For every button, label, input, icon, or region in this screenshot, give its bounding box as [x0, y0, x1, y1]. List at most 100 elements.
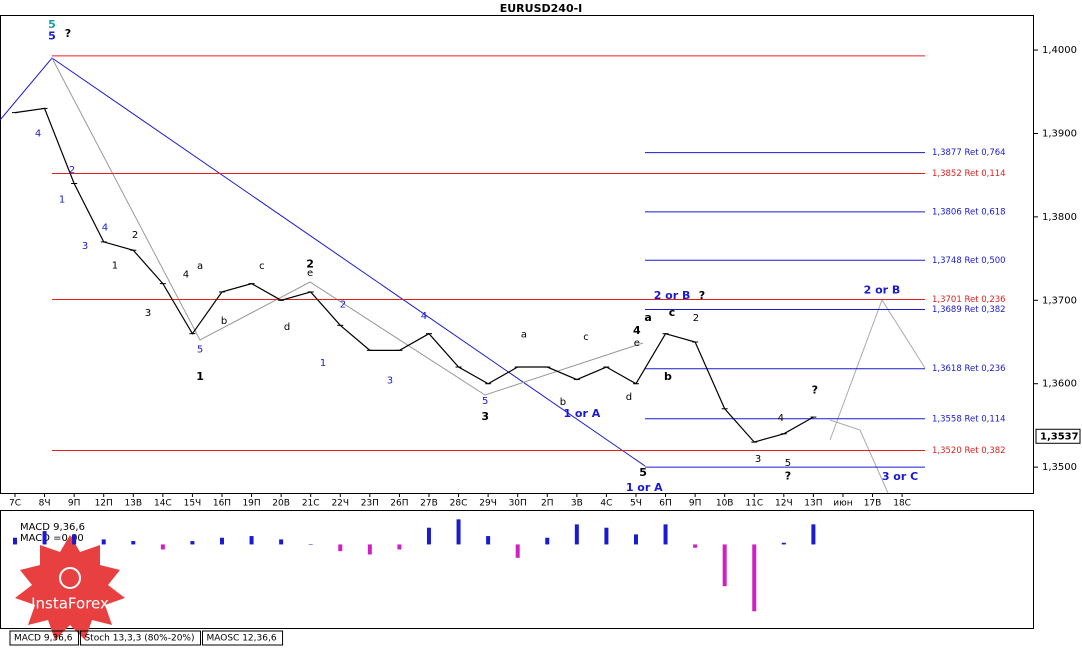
wave-label: b	[560, 397, 566, 408]
fib-label: 1,3748 Ret 0,500	[932, 256, 1006, 266]
macd-value: MACD =0,00	[20, 533, 84, 544]
wave-label: 1	[59, 194, 65, 205]
x-tick-label: 8Ч	[39, 499, 51, 509]
wave-label: 4	[183, 269, 189, 280]
tab-frame	[79, 630, 201, 646]
wave-label: 5	[48, 18, 56, 31]
x-tick-label: 30П	[509, 499, 527, 509]
macd-bar	[249, 536, 254, 545]
fib-label: 1,3689 Ret 0,382	[932, 305, 1006, 315]
wave-label: a	[644, 311, 651, 324]
y-tick-label: 1,3700	[1042, 295, 1077, 306]
wave-label: a	[197, 261, 203, 272]
wave-label: 2 or B	[864, 283, 901, 296]
wave-label: 2	[132, 230, 138, 241]
wave-label: 2	[306, 257, 314, 270]
current-price-label: 1,3537	[1040, 431, 1079, 442]
macd-bar	[722, 544, 727, 587]
wave-label: 3	[145, 308, 151, 319]
fib-label: 1,3806 Ret 0,618	[932, 207, 1006, 217]
fib-label: 1,3520 Ret 0,382	[932, 446, 1006, 456]
x-tick-label: 29Ч	[479, 499, 497, 509]
x-tick-label: 18С	[893, 499, 911, 509]
macd-bar	[811, 524, 816, 545]
x-tick-label: 10В	[716, 499, 734, 509]
wave-label: 2	[69, 165, 75, 176]
wave-label: 5	[48, 30, 56, 43]
wave-label: d	[626, 392, 632, 403]
forecast-line	[829, 419, 889, 494]
wave-label: c	[583, 332, 589, 343]
wave-label: 5	[785, 458, 791, 469]
x-tick-label: 7С	[9, 499, 21, 509]
y-tick-label: 1,3600	[1042, 379, 1077, 390]
wave-label: 1 or A	[563, 407, 600, 420]
indicator-tab[interactable]: MACD 9,36,6	[14, 634, 73, 644]
tab-frame	[9, 630, 79, 646]
x-tick-label: 13П	[804, 499, 822, 509]
wave-label: 5	[197, 345, 203, 356]
macd-bar	[101, 539, 106, 545]
price-line	[14, 107, 814, 443]
x-tick-label: 23П	[361, 499, 379, 509]
macd-bar	[486, 536, 491, 545]
x-tick-label: 12П	[95, 499, 113, 509]
wave-label: 3	[82, 241, 88, 252]
x-tick-label: июн	[833, 499, 852, 509]
wave-line	[51, 57, 644, 396]
wave-label: 3	[755, 454, 761, 465]
macd-bar	[131, 541, 136, 545]
price-frame	[0, 15, 1034, 494]
forecast-line	[829, 298, 926, 441]
macd-bar	[752, 544, 757, 612]
y-tick-label: 1,4000	[1042, 45, 1077, 56]
watermark: InstaForex	[15, 535, 125, 640]
macd-bar	[604, 527, 609, 545]
macd-bar	[13, 537, 17, 545]
x-tick-label: 13В	[124, 499, 142, 509]
wave-label: d	[284, 322, 290, 333]
wave-label: 1	[320, 358, 326, 369]
wave-label: ?	[65, 27, 71, 40]
wave-label: c	[669, 306, 676, 319]
macd-bar	[663, 524, 668, 545]
macd-frame	[0, 510, 1034, 629]
wave-label: ?	[812, 383, 818, 396]
x-tick-label: 14С	[154, 499, 172, 509]
macd-bar	[160, 544, 165, 550]
wave-label: ?	[785, 469, 791, 482]
macd-title: MACD 9,36,6	[20, 522, 85, 533]
x-tick-label: 12Ч	[775, 499, 793, 509]
macd-bar	[338, 544, 343, 552]
macd-bar	[42, 531, 47, 545]
x-tick-label: 22Ч	[331, 499, 349, 509]
wave-label: b	[664, 370, 672, 383]
chart-title: EURUSD240-I	[500, 2, 583, 15]
x-tick-label: 9П	[689, 499, 702, 509]
wave-label: a	[521, 330, 527, 341]
wave-label: 2	[340, 299, 346, 310]
wave-label: 5	[639, 466, 647, 479]
wave-label: 4	[633, 324, 641, 337]
wave-label: ?	[699, 289, 705, 302]
x-tick-label: 9П	[68, 499, 81, 509]
wave-label: 4	[778, 413, 784, 424]
wave-label: e	[307, 268, 313, 279]
wave-label: 3	[481, 410, 489, 423]
fib-label: 1,3701 Ret 0,236	[932, 295, 1006, 305]
wave-label: 1 or A	[626, 481, 663, 494]
macd-bar	[367, 544, 372, 555]
x-tick-label: 20В	[272, 499, 290, 509]
watermark-text: InstaForex	[31, 595, 109, 613]
indicator-tab[interactable]: MAOSC 12,36,6	[207, 634, 277, 644]
x-tick-label: 28С	[450, 499, 468, 509]
wave-label: 3	[387, 375, 393, 386]
macd-bar	[308, 544, 313, 545]
fib-label: 1,3852 Ret 0,114	[932, 169, 1006, 179]
fib-label: 1,3877 Ret 0,764	[932, 148, 1006, 158]
x-tick-label: 21С	[302, 499, 320, 509]
wave-label: 5	[482, 396, 488, 407]
wave-label: 2 or B	[654, 289, 691, 302]
indicator-tab[interactable]: Stoch 13,3,3 (80%-20%)	[84, 634, 194, 644]
